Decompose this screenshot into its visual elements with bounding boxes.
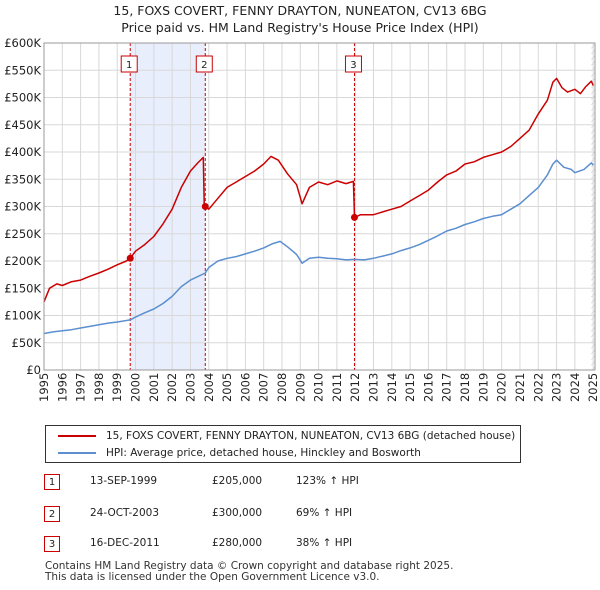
x-tick-label: 1996	[55, 373, 69, 402]
x-tick-label: 2016	[421, 373, 435, 402]
sale-hpi-change: 69% ↑ HPI	[296, 507, 353, 519]
sale-label-text: 3	[350, 60, 356, 71]
legend-label-hpi: HPI: Average price, detached house, Hinc…	[106, 447, 421, 459]
x-tick-label: 2005	[220, 373, 234, 402]
x-tick-label: 2004	[202, 373, 216, 402]
sale-date: 16-DEC-2011	[90, 537, 160, 549]
x-tick-label: 2006	[238, 373, 252, 402]
sale-label-box	[344, 55, 362, 73]
x-tick-label: 2003	[183, 373, 197, 402]
legend-swatch-property	[58, 435, 96, 437]
y-tick-label: £0	[26, 363, 41, 377]
plot-frame	[43, 42, 596, 371]
y-tick-label: £550K	[4, 63, 41, 77]
sale-hpi-change: 38% ↑ HPI	[296, 537, 353, 549]
sale-hpi-change: 123% ↑ HPI	[296, 475, 359, 487]
sale-point	[350, 213, 358, 221]
x-tick-label: 2021	[513, 373, 527, 402]
x-tick-label: 2000	[129, 373, 143, 402]
sale-date: 13-SEP-1999	[90, 475, 158, 487]
sale-label-box	[120, 55, 138, 73]
x-tick-label: 2017	[440, 373, 454, 402]
sale-price: £280,000	[212, 537, 263, 549]
footer-attribution: Contains HM Land Registry data © Crown c…	[45, 561, 453, 583]
legend-item-hpi: HPI: Average price, detached house, Hinc…	[58, 445, 421, 461]
chart-subtitle: Price paid vs. HM Land Registry's House …	[121, 20, 479, 35]
y-tick-label: £200K	[4, 254, 41, 268]
y-tick-label: £300K	[4, 200, 41, 214]
y-tick-label: £500K	[4, 91, 41, 105]
footer-line-1: Contains HM Land Registry data © Crown c…	[45, 560, 454, 572]
x-tick-label: 2001	[147, 373, 161, 402]
sale-badge: 1	[44, 474, 60, 490]
x-tick-label: 2008	[275, 373, 289, 402]
x-tick-label: 2015	[403, 373, 417, 402]
y-tick-label: £400K	[4, 145, 41, 159]
chart-legend: 15, FOXS COVERT, FENNY DRAYTON, NUNEATON…	[45, 425, 521, 463]
sale-badge: 2	[44, 506, 60, 522]
legend-item-property: 15, FOXS COVERT, FENNY DRAYTON, NUNEATON…	[58, 428, 515, 444]
sale-label-text: 1	[126, 60, 132, 71]
x-tick-label: 2013	[367, 373, 381, 402]
sale-date: 24-OCT-2003	[90, 507, 159, 519]
x-tick-label: 1999	[110, 373, 124, 402]
x-tick-label: 2025	[586, 373, 600, 402]
x-tick-label: 2010	[312, 373, 326, 402]
y-tick-label: £100K	[4, 309, 41, 323]
chart-title: 15, FOXS COVERT, FENNY DRAYTON, NUNEATON…	[113, 3, 487, 18]
sale-label-box	[195, 55, 213, 73]
sale-price: £300,000	[212, 507, 263, 519]
x-tick-label: 2009	[293, 373, 307, 402]
sale-label-text: 2	[201, 60, 207, 71]
legend-label-property: 15, FOXS COVERT, FENNY DRAYTON, NUNEATON…	[106, 430, 516, 442]
footer-line-2: This data is licensed under the Open Gov…	[45, 571, 380, 583]
x-tick-label: 2014	[385, 373, 399, 402]
x-tick-label: 1998	[92, 373, 106, 402]
x-tick-label: 2011	[330, 373, 344, 402]
y-tick-label: £250K	[4, 227, 41, 241]
sale-price: £205,000	[212, 475, 263, 487]
sale-badge: 3	[44, 536, 60, 552]
y-tick-label: £350K	[4, 172, 41, 186]
x-tick-label: 2012	[348, 373, 362, 402]
y-tick-label: £50K	[12, 336, 42, 350]
x-tick-label: 2024	[568, 373, 582, 402]
x-tick-label: 2018	[458, 373, 472, 402]
x-tick-label: 1995	[37, 373, 51, 402]
x-tick-label: 2007	[257, 373, 271, 402]
sale-point	[201, 203, 209, 210]
x-tick-label: 2019	[476, 373, 490, 402]
x-tick-label: 2023	[550, 373, 564, 402]
x-tick-label: 2020	[495, 373, 509, 402]
y-tick-label: £150K	[4, 281, 41, 295]
price-chart: 1 2 3 £0 £50K £100K £150K £200K £250K £300K £350K £…	[4, 36, 600, 402]
x-tick-label: 2022	[531, 373, 545, 402]
y-tick-label: £450K	[4, 118, 41, 132]
sale-point	[126, 254, 134, 262]
property-series-line	[43, 77, 594, 303]
y-tick-label: £600K	[4, 36, 41, 50]
hpi-series-line	[43, 159, 594, 335]
x-tick-label: 1997	[74, 373, 88, 402]
x-tick-label: 2002	[165, 373, 179, 402]
legend-swatch-hpi	[58, 452, 96, 454]
